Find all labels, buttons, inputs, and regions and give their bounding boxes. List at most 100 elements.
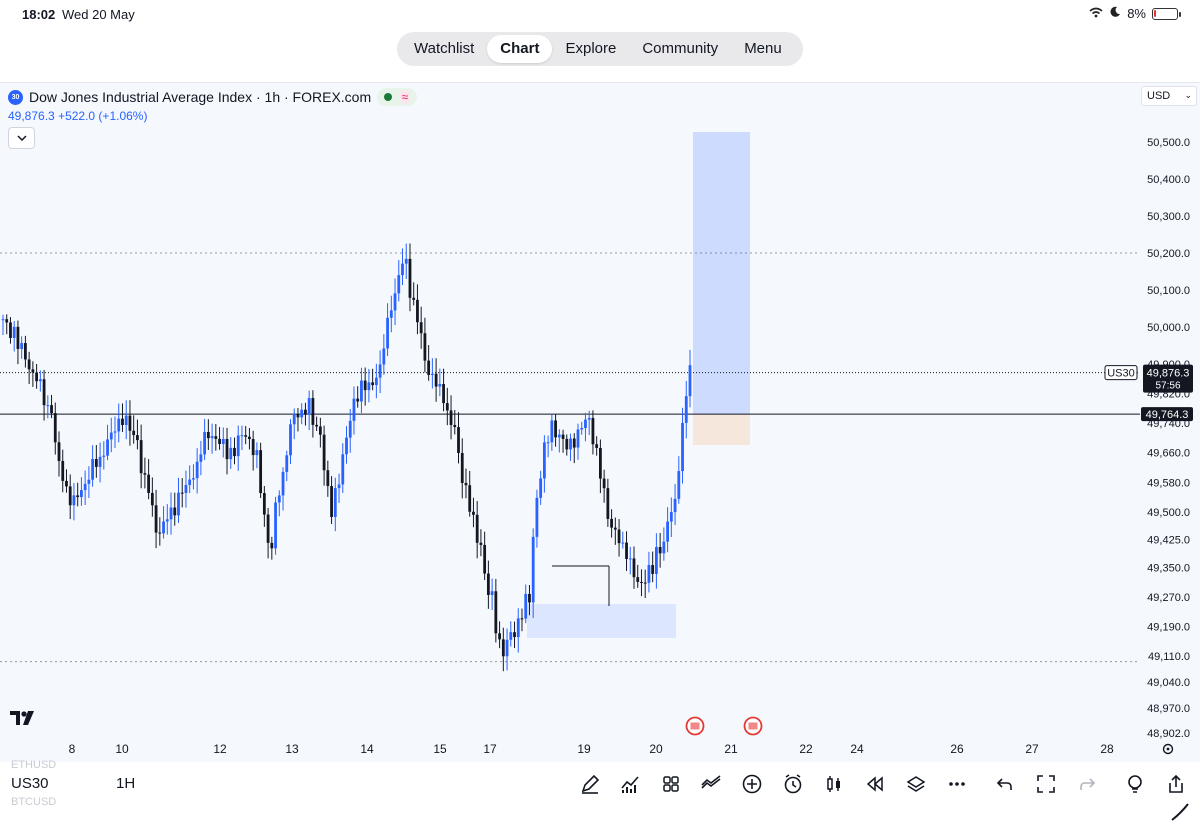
- time-axis-label: 17: [483, 742, 497, 756]
- candle-body: [438, 384, 442, 387]
- candle-body: [221, 438, 225, 444]
- candles-icon[interactable]: [820, 770, 848, 798]
- layers-icon[interactable]: [902, 770, 930, 798]
- tradingview-logo[interactable]: [10, 710, 38, 730]
- candle-body: [617, 529, 621, 544]
- price-axis-label: 48,970.0: [1147, 703, 1190, 715]
- draw-icon[interactable]: [576, 770, 604, 798]
- candle-body: [442, 384, 445, 404]
- chart-area[interactable]: [0, 82, 1200, 762]
- battery-level: [1154, 9, 1156, 17]
- candle-body: [382, 348, 386, 365]
- candle-body: [576, 429, 580, 448]
- position-stop-zone: [693, 414, 750, 445]
- candle-body: [83, 483, 87, 491]
- candle-body: [65, 480, 68, 487]
- candle-body: [460, 453, 464, 483]
- candle-body: [262, 493, 266, 515]
- candle-body: [591, 417, 595, 445]
- tab-community[interactable]: Community: [642, 40, 719, 57]
- candle-body: [72, 495, 76, 506]
- undo-icon[interactable]: [991, 770, 1019, 798]
- time-axis-label: 28: [1100, 742, 1114, 756]
- candle-body: [177, 492, 180, 516]
- candle-body: [225, 438, 229, 460]
- candle-body: [434, 373, 438, 387]
- candle-body: [102, 455, 106, 457]
- candle-body: [199, 454, 203, 462]
- candle-body: [50, 405, 53, 414]
- more-icon[interactable]: [943, 770, 971, 798]
- candle-body: [419, 322, 423, 334]
- time-axis-label: 13: [285, 742, 299, 756]
- layout-icon[interactable]: [657, 770, 685, 798]
- indicators-icon[interactable]: [616, 770, 644, 798]
- candle-body: [158, 532, 162, 534]
- tab-watchlist[interactable]: Watchlist: [414, 40, 475, 57]
- tab-explore[interactable]: Explore: [565, 40, 617, 57]
- candle-body: [80, 490, 83, 498]
- candle-body: [598, 447, 602, 479]
- candle-body: [584, 419, 587, 429]
- candle-body: [277, 495, 281, 503]
- currency-label: USD: [1147, 90, 1171, 102]
- replay-icon[interactable]: [861, 770, 889, 798]
- candle-body: [150, 492, 154, 506]
- price-axis-label: 50,100.0: [1147, 285, 1190, 297]
- pen-icon[interactable]: [1166, 798, 1194, 826]
- candle-body: [121, 418, 124, 426]
- candle-body: [572, 438, 576, 448]
- tab-chart[interactable]: Chart: [487, 35, 553, 63]
- candle-body: [613, 527, 617, 530]
- price-chart[interactable]: 50,500.0 50,400.0 50,300.0 50,200.0 50,100.0…: [0, 82, 1200, 762]
- redo-icon[interactable]: [1073, 770, 1101, 798]
- symbol-title[interactable]: Dow Jones Industrial Average Index · 1h …: [29, 89, 372, 105]
- candle-body: [464, 482, 468, 486]
- candle-body: [188, 479, 192, 485]
- watchlist-next-symbol[interactable]: BTCUSD: [11, 796, 57, 808]
- candle-body: [647, 565, 651, 583]
- candle-body: [9, 322, 12, 338]
- candle-body: [528, 593, 531, 603]
- alert-icon[interactable]: [779, 770, 807, 798]
- candle-body: [292, 414, 296, 425]
- candle-body: [311, 398, 315, 425]
- candle-body: [423, 333, 427, 361]
- chart-legend[interactable]: 30 Dow Jones Industrial Average Index · …: [8, 88, 418, 106]
- collapse-legend-button[interactable]: [8, 127, 35, 149]
- share-icon[interactable]: [1162, 770, 1190, 798]
- candle-body: [569, 438, 572, 450]
- candle-body: [270, 542, 274, 549]
- candle-body: [610, 518, 613, 528]
- market-status[interactable]: ≈: [377, 88, 418, 106]
- candle-body: [12, 326, 16, 338]
- candle-body: [457, 427, 460, 454]
- watchlist-prev-symbol[interactable]: ETHUSD: [11, 759, 57, 771]
- candle-body: [472, 511, 475, 515]
- candle-body: [561, 434, 565, 439]
- interval-selector[interactable]: 1H: [116, 775, 136, 792]
- currency-select[interactable]: USD ⌄: [1141, 86, 1197, 106]
- candle-body: [117, 418, 121, 432]
- candle-body: [486, 573, 490, 595]
- candle-body: [666, 521, 669, 542]
- current-symbol[interactable]: US30: [11, 775, 49, 792]
- price-axis-label: 49,190.0: [1147, 621, 1190, 633]
- candle-body: [412, 297, 416, 300]
- candle-body: [315, 424, 319, 427]
- price-axis-label: 49,350.0: [1147, 562, 1190, 574]
- compare-icon[interactable]: [697, 770, 725, 798]
- candle-body: [408, 258, 412, 298]
- candle-body: [625, 542, 628, 559]
- time-axis-label: 24: [850, 742, 864, 756]
- idea-icon[interactable]: [1121, 770, 1149, 798]
- tab-menu[interactable]: Menu: [744, 40, 782, 57]
- candle-body: [640, 581, 643, 583]
- time-axis-label: 21: [724, 742, 738, 756]
- price-axis-label: 50,400.0: [1147, 174, 1190, 186]
- fullscreen-icon[interactable]: [1032, 770, 1060, 798]
- candle-body: [669, 512, 673, 522]
- add-icon[interactable]: [738, 770, 766, 798]
- candle-body: [546, 442, 550, 444]
